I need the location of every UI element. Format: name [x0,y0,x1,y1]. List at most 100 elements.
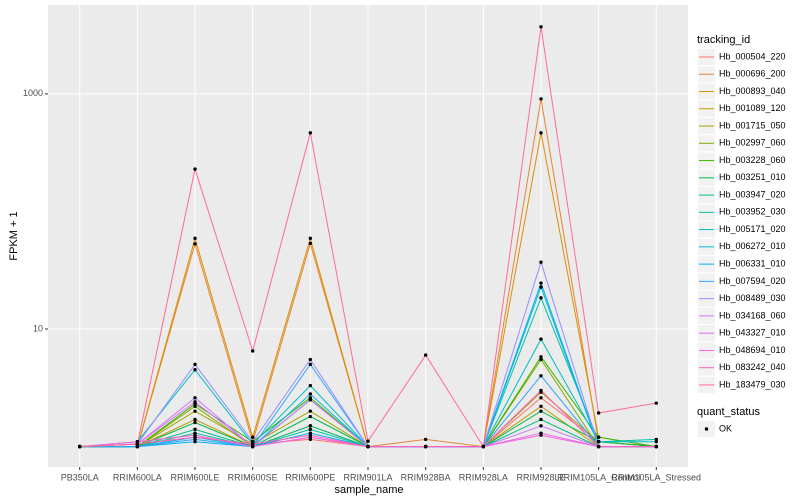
point [539,357,543,362]
point [193,167,197,171]
point [308,357,313,362]
point [366,439,370,443]
legend-label: Hb_001715_050 [719,120,786,130]
point [308,427,313,432]
point [135,442,140,446]
point [423,444,428,449]
point [539,260,543,264]
y-axis-title: FPKM + 1 [8,211,20,260]
point [135,444,140,449]
x-tick-label: RRIM105LA_Stressed [612,472,702,482]
legend-point [704,427,709,431]
legend-label: Hb_048694_010 [719,345,786,355]
legend-label: Hb_003947_020 [719,189,786,199]
point [193,396,197,400]
legend-label: Hb_003952_030 [719,207,786,217]
point [539,417,543,422]
point [654,439,658,444]
point [193,417,197,422]
point [423,353,428,357]
legend-label: Hb_000893_040 [719,86,786,96]
legend-label: Hb_083242_040 [719,362,786,372]
point [654,401,658,405]
legend-label: Hb_002997_060 [719,138,786,148]
point [308,236,313,241]
legend-label: Hb_006272_010 [719,241,786,251]
point [250,349,255,353]
point [539,97,543,101]
x-tick-label: RRIM928LA [459,472,508,482]
point [250,442,255,446]
point [193,427,197,432]
x-tick-label: PB350LA [61,472,99,482]
point [193,409,197,413]
legend-label: Hb_043327_010 [719,328,786,338]
point [193,400,197,404]
legend-label: Hb_006331_010 [719,258,786,268]
point [654,444,658,449]
point [596,444,601,449]
legend-label: Hb_005171_020 [719,224,786,234]
point [308,433,313,437]
legend-label: Hb_183479_030 [719,379,786,389]
point [596,439,601,444]
point [539,433,543,437]
point [308,409,313,413]
point [250,439,255,444]
legend-label: Hb_008489_030 [719,293,786,303]
y-tick-label: 10 [33,323,43,333]
point [539,281,543,285]
point [539,409,543,413]
point [308,414,313,419]
point [308,131,313,135]
legend-label: Hb_003251_010 [719,172,786,182]
point [539,374,543,378]
legend-label: Hb_000696_200 [719,69,786,79]
x-tick-label: RRIM600LE [171,472,220,482]
legend-label: Hb_001089_120 [719,103,786,113]
point [539,25,543,29]
point [539,337,543,341]
x-tick-label: RRIM600SE [228,472,278,482]
point [193,420,197,425]
point [308,362,313,367]
point [135,439,140,444]
legend-label: Hb_003228_060 [719,155,786,165]
x-tick-label: RRIM928BA [401,472,451,482]
x-tick-label: RRIM928LE [516,472,565,482]
point [193,368,197,372]
point [308,424,313,428]
point [193,362,197,367]
legend-label: Hb_000504_220 [719,51,786,61]
point [539,131,543,135]
point [308,398,313,402]
point [250,444,255,449]
point [250,435,255,439]
point [308,383,313,388]
x-tick-label: RRIM901LA [343,472,392,482]
point [539,404,543,408]
point [481,444,486,449]
point [539,424,543,428]
point [539,396,543,400]
x-tick-label: RRIM600PE [285,472,335,482]
legend-label: Hb_034168_060 [719,310,786,320]
point [78,444,82,449]
point [539,296,543,300]
point [539,388,543,393]
legend-title: tracking_id [697,34,750,46]
point [366,444,370,449]
x-tick-label: RRIM105LA_Control [557,472,640,482]
legend-label: Hb_007594_020 [719,276,786,286]
legend-label: OK [719,423,732,433]
point [539,285,543,289]
point [193,242,197,246]
point [596,435,601,439]
x-tick-label: RRIM600LA [113,472,162,482]
point [596,411,601,415]
point [308,241,313,246]
point [423,437,428,442]
point [193,236,197,241]
point [308,392,313,396]
